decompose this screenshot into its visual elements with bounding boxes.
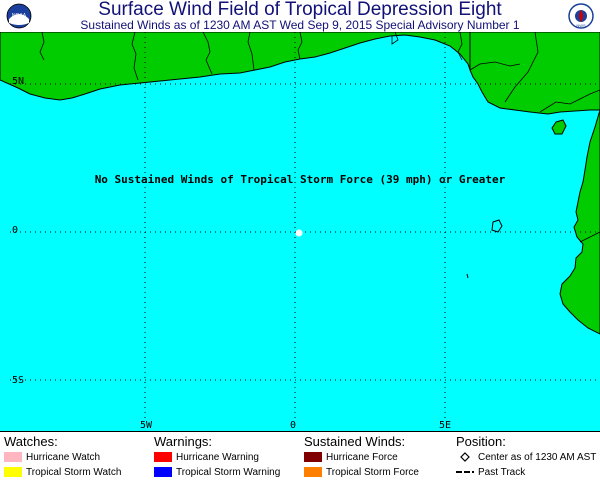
noaa-logo-icon: NOAA [6,3,32,29]
lon-label-5e: 5E [439,420,452,431]
lon-label-0: 0 [290,420,297,431]
hurricane-force-label: Hurricane Force [326,451,398,463]
legend-past-track: Past Track [456,466,525,478]
legend-hurricane-watch: Hurricane Watch [4,451,100,463]
island-annobon [466,273,469,279]
past-track-label: Past Track [478,466,526,478]
legend-hurricane-warning: Hurricane Warning [154,451,259,463]
diamond-icon [456,452,474,462]
hurricane-force-swatch [304,452,322,462]
legend-warnings-heading: Warnings: [154,434,213,449]
hurricane-warning-label: Hurricane Warning [176,451,259,463]
nws-logo-text: NWS [576,23,586,28]
lat-label-5n: 5N [12,76,25,87]
land-north [0,32,600,115]
map-canvas [0,32,600,431]
noaa-logo-text: NOAA [12,13,27,19]
tropical-storm-warning-swatch [154,467,172,477]
map-subtitle: Sustained Winds as of 1230 AM AST Wed Se… [80,18,520,32]
legend-tropical-storm-watch: Tropical Storm Watch [4,466,121,478]
hurricane-watch-label: Hurricane Watch [26,451,101,463]
land-east [559,109,600,335]
legend: Watches: Hurricane Watch Tropical Storm … [0,431,600,481]
legend-center-position: Center as of 1230 AM AST [456,451,596,463]
legend-watches-heading: Watches: [4,434,58,449]
center-position-label: Center as of 1230 AM AST [478,451,597,463]
hurricane-warning-swatch [154,452,172,462]
island-bioko [551,119,567,135]
map-title: Surface Wind Field of Tropical Depressio… [98,0,502,20]
header: NOAA Surface Wind Field of Tropical Depr… [0,0,600,32]
island-sao-tome [491,219,503,233]
storm-center-marker [295,229,303,237]
tropical-storm-warning-label: Tropical Storm Warning [176,466,281,478]
legend-hurricane-force: Hurricane Force [304,451,398,463]
legend-tropical-storm-force: Tropical Storm Force [304,466,419,478]
lat-label-5s: 5S [12,375,25,386]
legend-tropical-storm-warning: Tropical Storm Warning [154,466,280,478]
country-borders [39,32,600,243]
lat-label-0: 0 [12,225,19,236]
tropical-storm-force-swatch [304,467,322,477]
tropical-storm-watch-swatch [4,467,22,477]
nws-logo-icon: NWS [568,3,594,29]
no-tropical-storm-winds-message: No Sustained Winds of Tropical Storm For… [94,173,506,186]
legend-position-heading: Position: [456,434,506,449]
tropical-storm-force-label: Tropical Storm Force [326,466,419,478]
lon-label-5w: 5W [140,420,153,431]
dashed-line-icon [456,469,474,475]
tropical-storm-watch-label: Tropical Storm Watch [26,466,122,478]
hurricane-watch-swatch [4,452,22,462]
map-area: 5N 0 5S 5W 0 5E No Sustained Winds of Tr… [0,32,600,431]
legend-sustained-winds-heading: Sustained Winds: [304,434,406,449]
